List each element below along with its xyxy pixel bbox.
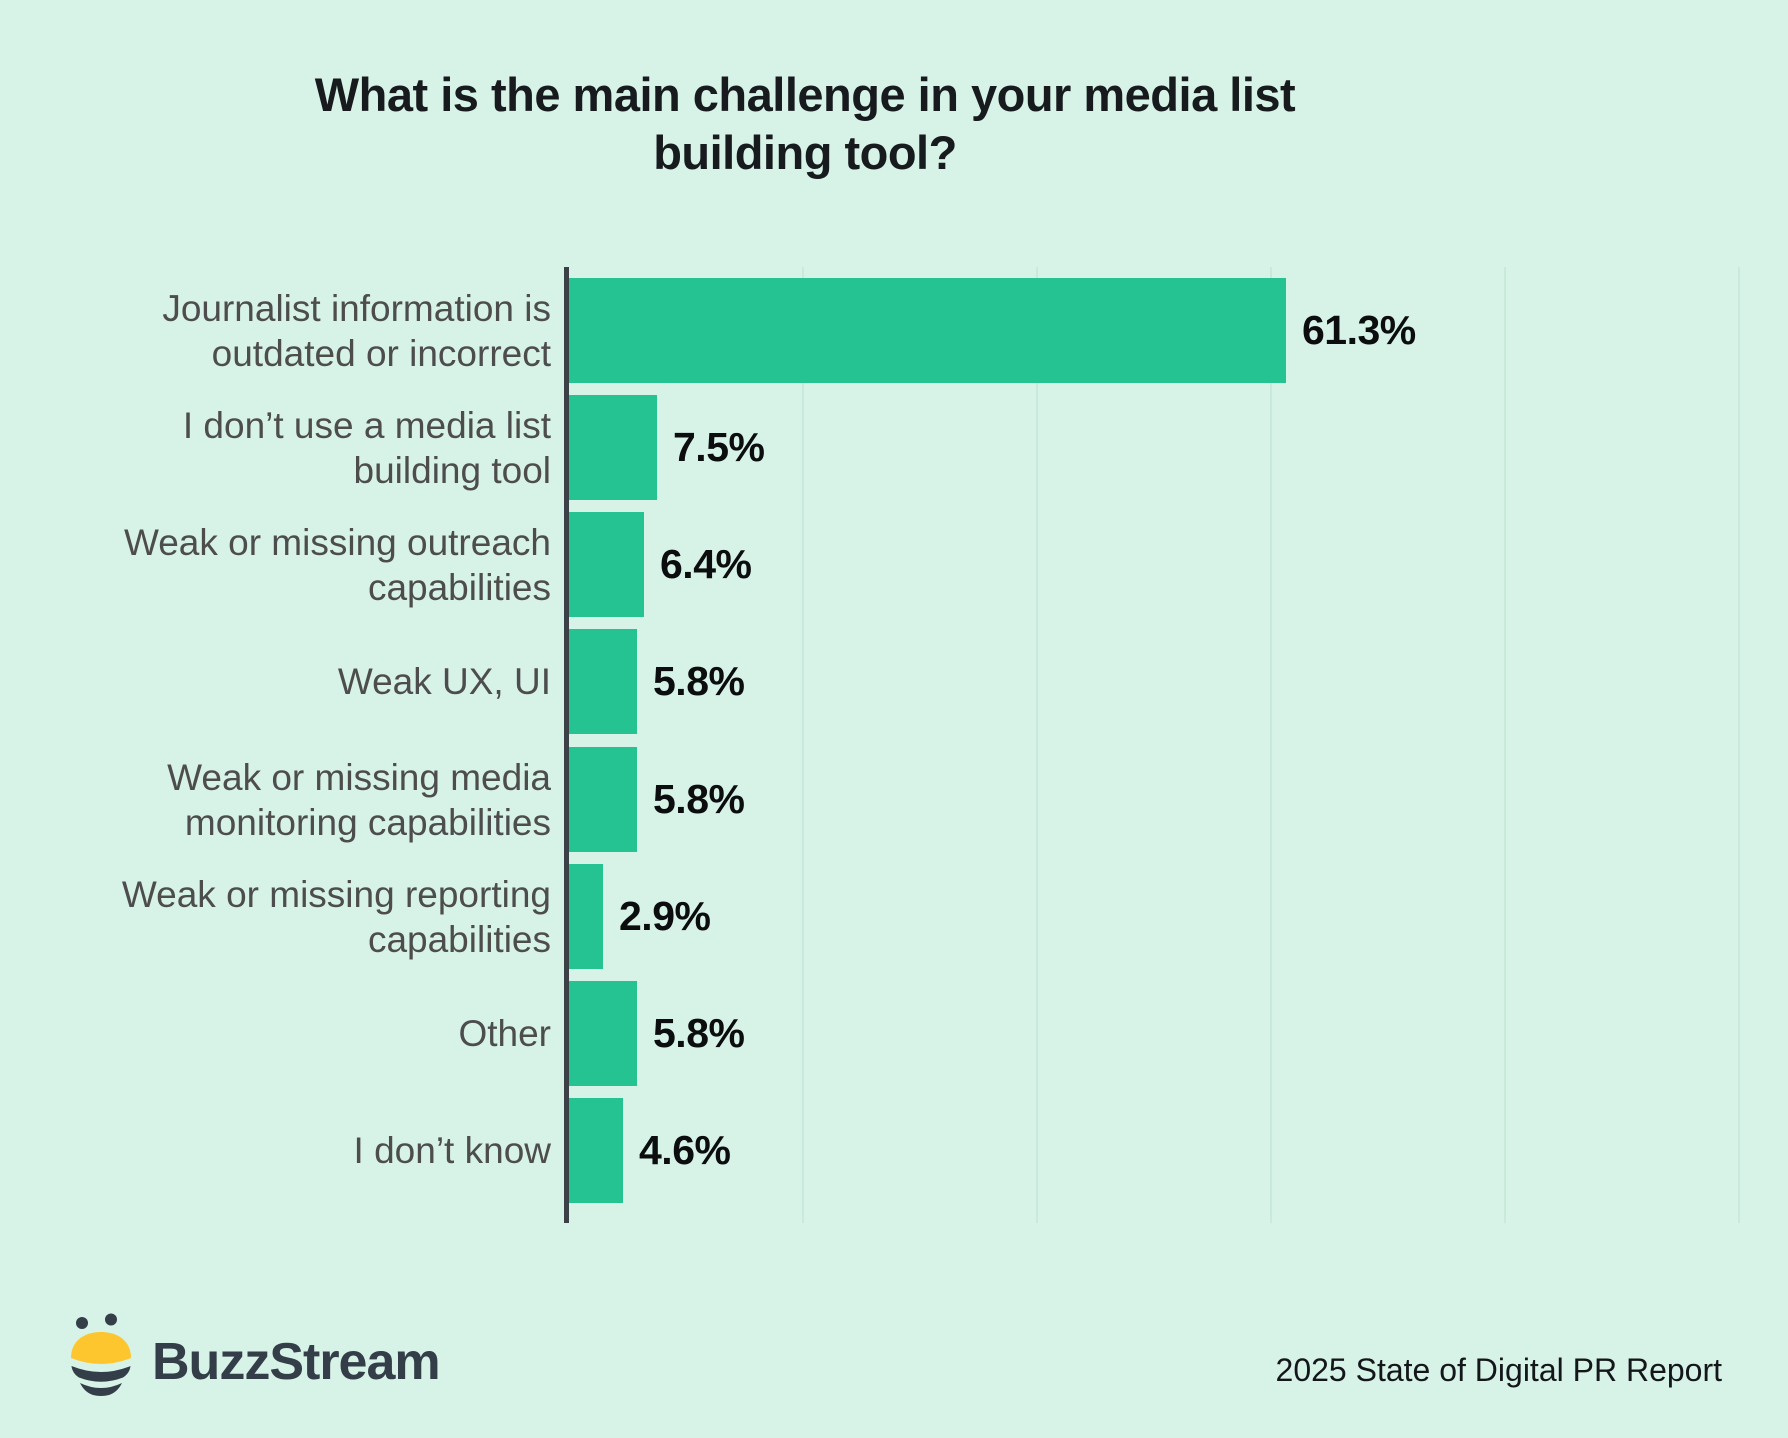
bar-1 (569, 278, 1286, 383)
gridline (1036, 267, 1038, 1223)
chart-title-line-2: building tool? (653, 126, 957, 179)
gridline (802, 267, 804, 1223)
bar-5 (569, 747, 637, 852)
category-label: Weak or missing reporting capabilities (121, 873, 551, 960)
gridline (1504, 267, 1506, 1223)
value-label: 5.8% (653, 658, 745, 704)
value-label: 2.9% (619, 893, 711, 939)
category-label: Weak or missing media monitoring capabil… (167, 756, 551, 843)
brand-name: BuzzStream (152, 1333, 441, 1391)
plot-area: Journalist information is outdated or in… (122, 267, 1740, 1223)
value-label: 6.4% (660, 541, 752, 587)
bee-icon (71, 1313, 131, 1396)
bar-2 (569, 395, 657, 500)
bar-8 (569, 1098, 623, 1203)
buzzstream-logo: BuzzStream (68, 1308, 441, 1398)
gridline (1738, 267, 1740, 1223)
category-label: Other (458, 1013, 551, 1054)
value-label: 61.3% (1302, 307, 1416, 353)
value-label: 4.6% (639, 1127, 731, 1173)
bar-4 (569, 629, 637, 734)
bar-7 (569, 981, 637, 1086)
chart-title-line-1: What is the main challenge in your media… (314, 68, 1296, 121)
category-label: Weak UX, UI (337, 661, 551, 702)
category-label: Weak or missing outreach capabilities (123, 521, 551, 608)
category-label: Journalist information is outdated or in… (162, 287, 551, 374)
gridline (1270, 267, 1272, 1223)
y-axis-line (564, 267, 569, 1223)
chart-title: What is the main challenge in your media… (0, 66, 1610, 182)
value-label: 5.8% (653, 1010, 745, 1056)
bar-6 (569, 864, 603, 969)
value-label: 5.8% (653, 776, 745, 822)
bar-3 (569, 512, 644, 617)
report-source: 2025 State of Digital PR Report (1275, 1352, 1722, 1388)
category-label: I don’t know (353, 1130, 551, 1171)
value-label: 7.5% (673, 424, 765, 470)
category-label: I don’t use a media list building tool (182, 404, 551, 491)
